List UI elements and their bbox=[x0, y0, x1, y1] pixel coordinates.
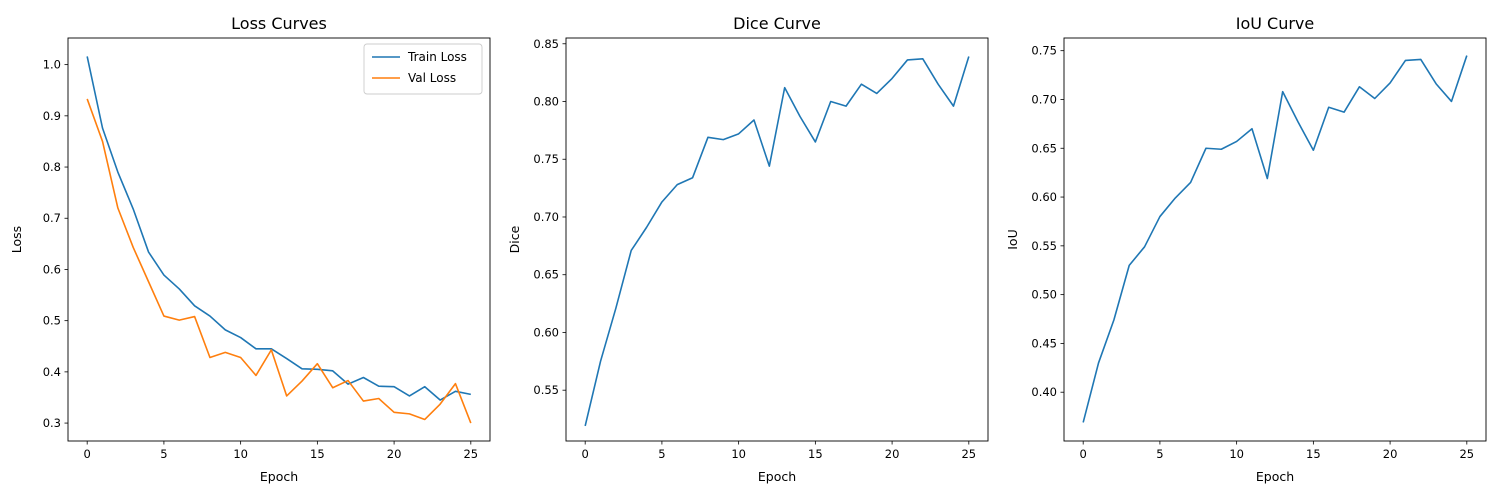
y-tick-label: 0.75 bbox=[1031, 44, 1057, 58]
x-tick-label: 20 bbox=[1383, 447, 1398, 461]
x-tick-label: 15 bbox=[808, 447, 823, 461]
x-tick-label: 25 bbox=[1459, 447, 1474, 461]
series-line-series-1 bbox=[1082, 55, 1468, 423]
series-line-train-loss bbox=[86, 56, 471, 401]
x-axis-label: Epoch bbox=[1256, 469, 1294, 484]
y-tick-label: 0.60 bbox=[533, 325, 559, 339]
x-tick-label: 5 bbox=[1156, 447, 1163, 461]
y-tick-label: 0.65 bbox=[533, 268, 559, 282]
plot-frame bbox=[565, 37, 989, 442]
x-tick-label: 5 bbox=[160, 447, 167, 461]
y-axis-label: Dice bbox=[507, 225, 522, 253]
y-tick-label: 0.3 bbox=[43, 416, 61, 430]
series-line-val-loss bbox=[86, 98, 472, 424]
y-axis-label: IoU bbox=[1005, 229, 1020, 249]
series-line-series-1 bbox=[584, 56, 970, 427]
y-tick-label: 0.50 bbox=[1031, 288, 1057, 302]
y-tick-label: 0.4 bbox=[43, 365, 61, 379]
legend: Train Loss Val Loss bbox=[363, 43, 483, 95]
y-tick-label: 0.9 bbox=[43, 109, 61, 123]
y-tick-label: 0.85 bbox=[533, 37, 559, 51]
x-tick-label: 15 bbox=[1306, 447, 1321, 461]
x-tick-label: 20 bbox=[387, 447, 402, 461]
x-tick-label: 10 bbox=[233, 447, 248, 461]
chart-panel-2: Dice Curve 0 5 10 15 20 25 0.55 0.60 0.65 0.70 0.75… bbox=[507, 14, 989, 484]
legend-label: Train Loss bbox=[407, 50, 467, 64]
chart-title: IoU Curve bbox=[1236, 14, 1315, 33]
plot-frame bbox=[67, 37, 491, 442]
x-axis-label: Epoch bbox=[758, 469, 796, 484]
x-tick-label: 10 bbox=[731, 447, 746, 461]
y-tick-label: 0.6 bbox=[43, 262, 61, 276]
y-tick-label: 1.0 bbox=[43, 58, 61, 72]
x-tick-label: 0 bbox=[84, 447, 91, 461]
y-tick-label: 0.5 bbox=[43, 314, 61, 328]
x-tick-label: 0 bbox=[582, 447, 589, 461]
chart-title: Dice Curve bbox=[733, 14, 821, 33]
legend-label: Val Loss bbox=[408, 71, 456, 85]
y-tick-label: 0.55 bbox=[1031, 239, 1057, 253]
chart-panel-3: IoU Curve 0 5 10 15 20 25 0.40 0.45 0.50 0.55 0.60 0… bbox=[1005, 14, 1487, 484]
y-tick-label: 0.70 bbox=[533, 210, 559, 224]
x-axis-label: Epoch bbox=[260, 469, 298, 484]
y-tick-label: 0.65 bbox=[1031, 141, 1057, 155]
y-tick-label: 0.8 bbox=[43, 160, 61, 174]
y-tick-label: 0.75 bbox=[533, 152, 559, 166]
y-tick-label: 0.40 bbox=[1031, 385, 1057, 399]
y-axis-label: Loss bbox=[9, 226, 24, 253]
y-tick-label: 0.7 bbox=[43, 211, 61, 225]
chart-panel-1: Loss Curves 0 5 10 15 20 25 0.3 0.4 0.5 0.6 0.7 0.8 0… bbox=[9, 14, 491, 484]
y-tick-label: 0.80 bbox=[533, 95, 559, 109]
x-tick-label: 10 bbox=[1229, 447, 1244, 461]
x-tick-label: 20 bbox=[885, 447, 900, 461]
y-tick-label: 0.45 bbox=[1031, 336, 1057, 350]
x-tick-label: 5 bbox=[658, 447, 665, 461]
y-tick-label: 0.60 bbox=[1031, 190, 1057, 204]
x-tick-label: 25 bbox=[463, 447, 478, 461]
y-tick-label: 0.70 bbox=[1031, 92, 1057, 106]
y-tick-label: 0.55 bbox=[533, 383, 559, 397]
chart-title: Loss Curves bbox=[231, 14, 327, 33]
plot-frame bbox=[1063, 37, 1487, 442]
x-tick-label: 15 bbox=[310, 447, 325, 461]
x-tick-label: 25 bbox=[961, 447, 976, 461]
x-tick-label: 0 bbox=[1080, 447, 1087, 461]
